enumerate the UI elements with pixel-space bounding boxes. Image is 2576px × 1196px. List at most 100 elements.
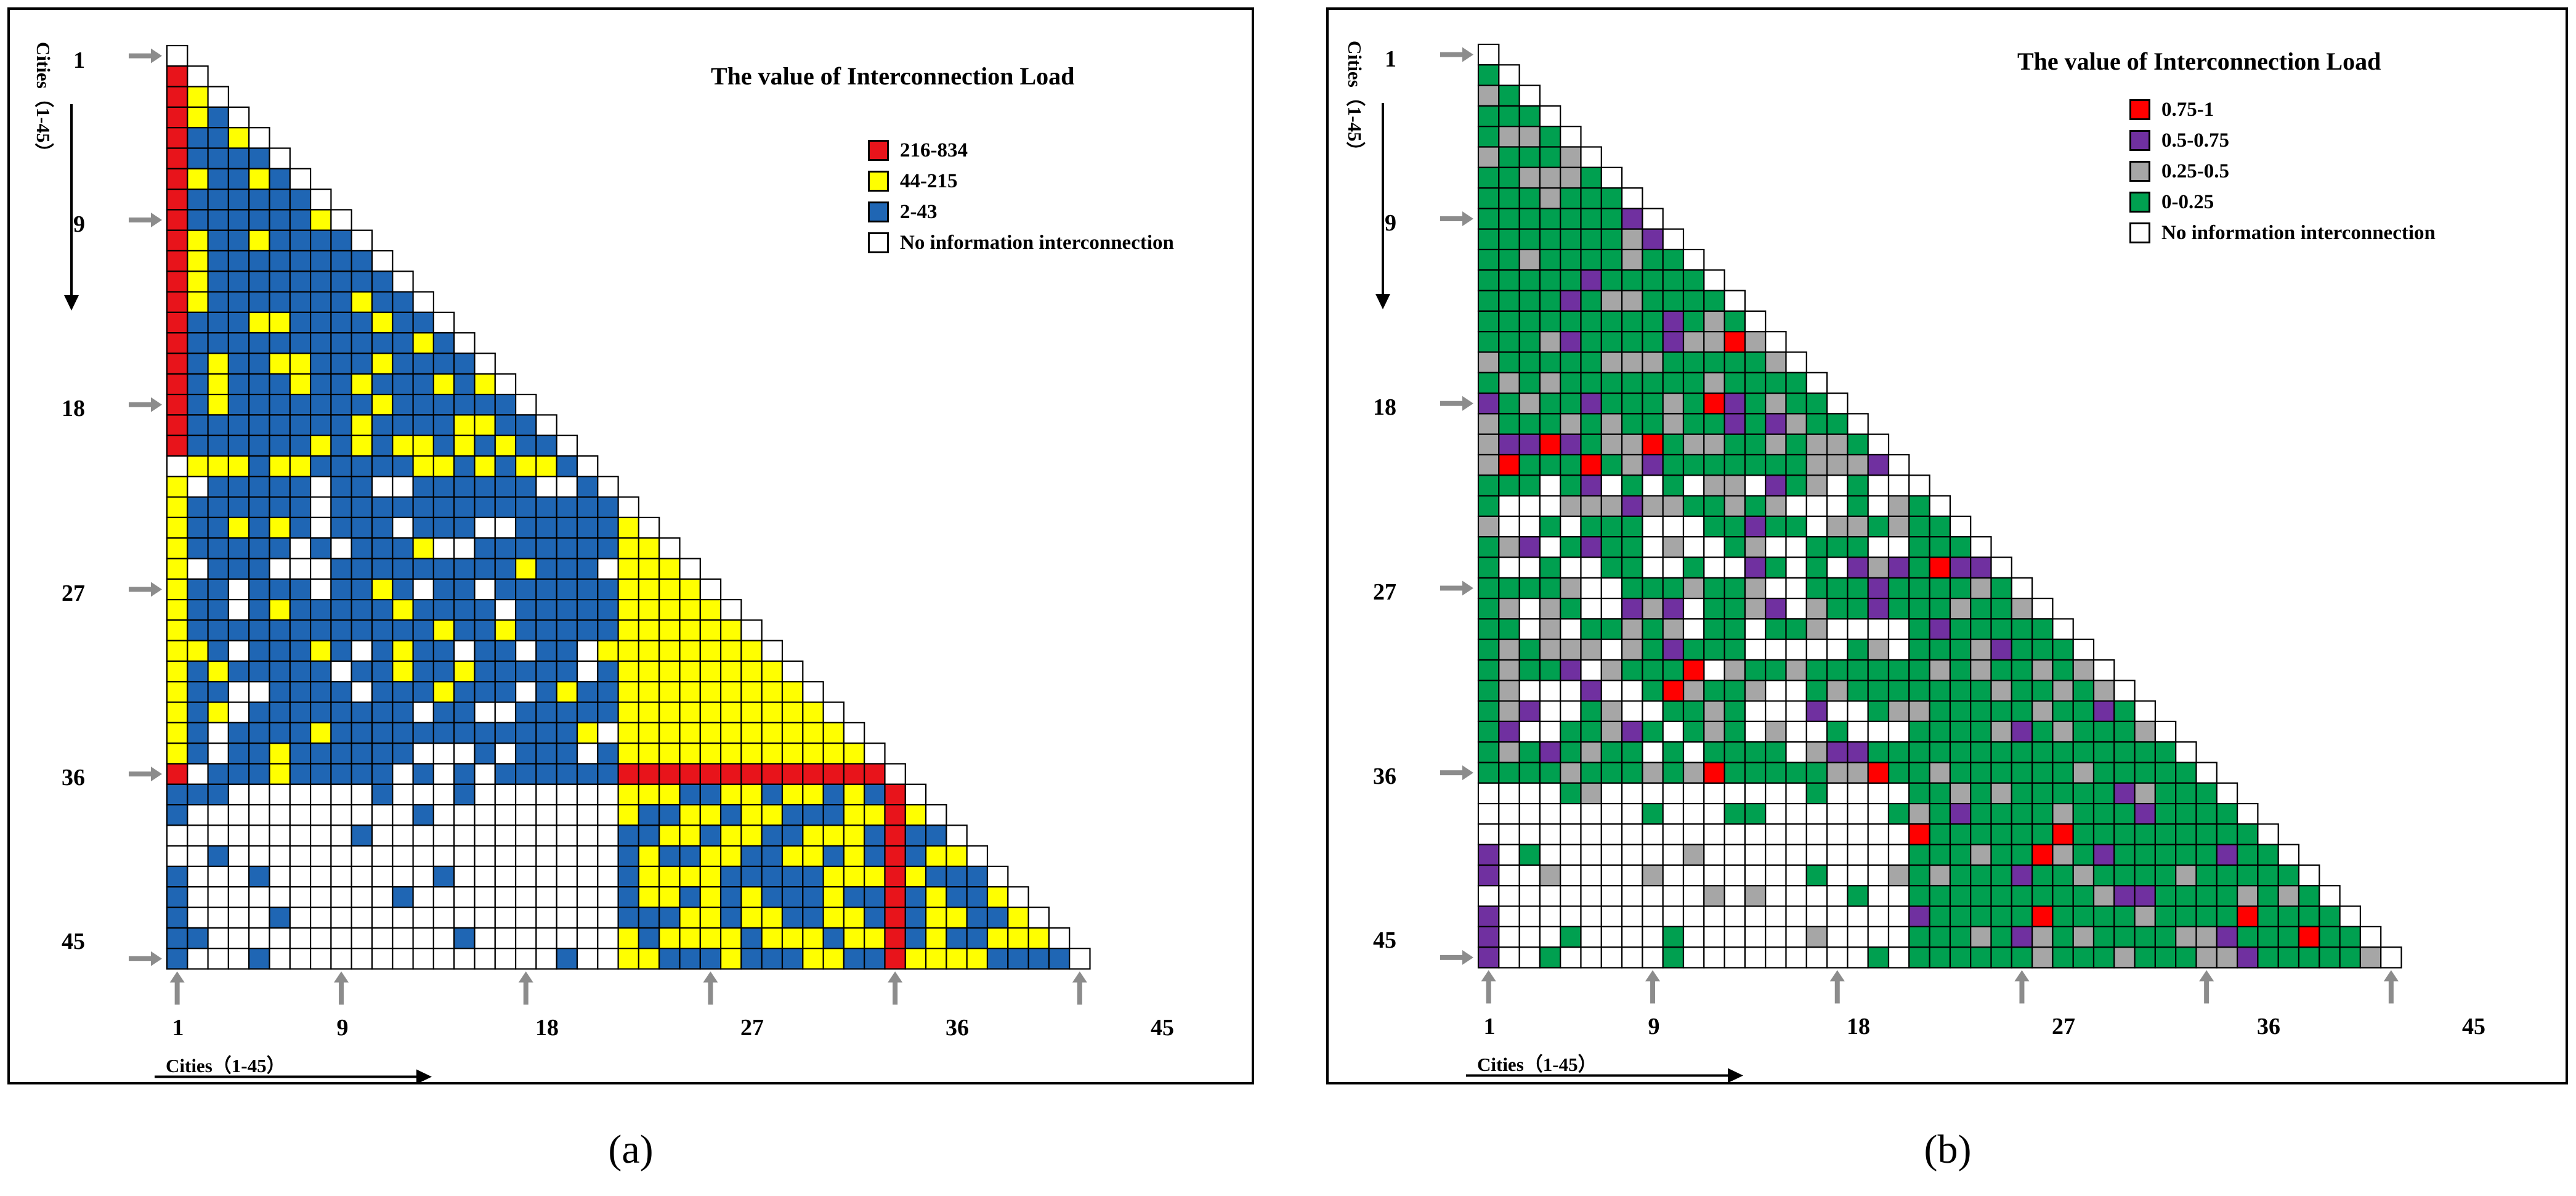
b-cell-35-29 [2052, 741, 2074, 763]
b-cell-44-26 [1990, 925, 2012, 948]
b-cell-45-19 [1847, 946, 1869, 969]
b-cell-25-4 [1539, 536, 1561, 558]
b-cell-37-30 [2072, 782, 2095, 805]
b-cell-41-21 [1887, 864, 1910, 887]
a-cell-27-25 [658, 578, 681, 601]
b-cell-40-36 [2195, 844, 2218, 866]
a-cell-33-12 [392, 701, 414, 723]
a-cell-40-7 [289, 845, 312, 868]
a-cell-20-10 [350, 434, 373, 457]
b-cell-24-21 [1887, 515, 1910, 538]
a-cell-19-13 [412, 414, 434, 436]
a-cell-20-4 [227, 434, 250, 457]
a-cell-22-13 [412, 476, 434, 498]
a-cell-20-7 [289, 434, 312, 457]
a-cell-40-4 [227, 845, 250, 868]
b-cell-36-6 [1580, 762, 1602, 784]
b-cell-20-1 [1477, 433, 1500, 456]
b-cell-39-20 [1867, 823, 1890, 845]
a-cell-16-5 [248, 352, 270, 375]
a-cell-33-5 [248, 701, 270, 723]
b-cell-43-27 [2011, 905, 2033, 927]
b-cell-37-10 [1662, 782, 1685, 805]
b-cell-19-6 [1580, 413, 1602, 435]
b-cell-18-6 [1580, 392, 1602, 415]
b-cell-32-16 [1785, 680, 1807, 702]
legend-item-b-2: 0.5-0.75 [2129, 127, 2229, 154]
a-cell-44-2 [187, 927, 209, 950]
b-cell-28-27 [2011, 597, 2033, 620]
b-cell-23-16 [1785, 495, 1807, 517]
b-cell-7-1 [1477, 166, 1500, 189]
b-cell-39-14 [1744, 823, 1767, 845]
x-tick-a-1: 1 [172, 1015, 184, 1041]
y-axis-direction-arrowhead [1375, 294, 1390, 309]
b-cell-36-29 [2052, 762, 2074, 784]
a-cell-33-14 [432, 701, 455, 723]
a-cell-28-15 [453, 598, 476, 621]
b-cell-44-14 [1744, 925, 1767, 948]
a-cell-29-19 [535, 619, 557, 641]
a-cell-6-3 [207, 147, 230, 169]
a-cell-39-33 [822, 824, 844, 847]
a-cell-10-4 [227, 229, 250, 252]
a-cell-22-8 [310, 476, 332, 498]
b-cell-37-4 [1539, 782, 1561, 805]
x-tick-arrow-45 [2383, 970, 2399, 1004]
a-cell-44-40 [966, 927, 989, 950]
b-cell-36-30 [2072, 762, 2095, 784]
a-cell-21-21 [576, 455, 599, 478]
b-cell-19-16 [1785, 413, 1807, 435]
a-cell-36-33 [822, 763, 844, 785]
a-cell-16-8 [310, 352, 332, 375]
b-cell-30-5 [1560, 638, 1582, 661]
b-cell-14-9 [1642, 310, 1664, 333]
a-cell-41-12 [392, 865, 414, 888]
b-cell-14-7 [1600, 310, 1623, 333]
b-cell-11-4 [1539, 248, 1561, 271]
a-cell-40-35 [864, 845, 886, 868]
a-cell-44-10 [350, 927, 373, 950]
b-cell-43-16 [1785, 905, 1807, 927]
a-cell-20-13 [412, 434, 434, 457]
a-cell-32-6 [269, 681, 291, 703]
a-cell-41-34 [843, 865, 865, 888]
b-cell-21-12 [1703, 454, 1725, 476]
a-cell-44-1 [166, 927, 188, 950]
a-cell-16-16 [474, 352, 496, 375]
a-cell-29-7 [289, 619, 312, 641]
a-cell-44-13 [412, 927, 434, 950]
b-cell-12-8 [1621, 269, 1643, 291]
a-cell-29-12 [392, 619, 414, 641]
a-cell-19-4 [227, 414, 250, 436]
b-cell-45-10 [1662, 946, 1685, 969]
b-cell-35-10 [1662, 741, 1685, 763]
b-cell-40-26 [1990, 844, 2012, 866]
a-cell-38-8 [310, 803, 332, 826]
a-cell-23-14 [432, 496, 455, 518]
a-cell-23-10 [350, 496, 373, 518]
b-cell-37-24 [1949, 782, 1972, 805]
a-cell-34-3 [207, 722, 230, 744]
a-cell-39-38 [925, 824, 947, 847]
b-cell-26-21 [1887, 556, 1910, 579]
b-cell-23-10 [1662, 495, 1685, 517]
a-cell-25-18 [514, 537, 537, 559]
b-cell-40-5 [1560, 844, 1582, 866]
a-cell-18-16 [474, 393, 496, 416]
a-cell-30-22 [597, 640, 619, 662]
a-cell-17-11 [371, 373, 394, 396]
a-cell-14-10 [350, 311, 373, 334]
a-cell-22-12 [392, 476, 414, 498]
b-cell-31-10 [1662, 659, 1685, 681]
a-cell-40-32 [802, 845, 824, 868]
b-cell-10-4 [1539, 228, 1561, 251]
a-cell-42-9 [330, 886, 352, 908]
a-cell-33-10 [350, 701, 373, 723]
b-cell-35-35 [2175, 741, 2197, 763]
b-cell-32-18 [1826, 680, 1849, 702]
b-cell-44-13 [1723, 925, 1746, 948]
b-cell-30-10 [1662, 638, 1685, 661]
b-cell-11-3 [1518, 248, 1541, 271]
b-cell-25-17 [1805, 536, 1828, 558]
